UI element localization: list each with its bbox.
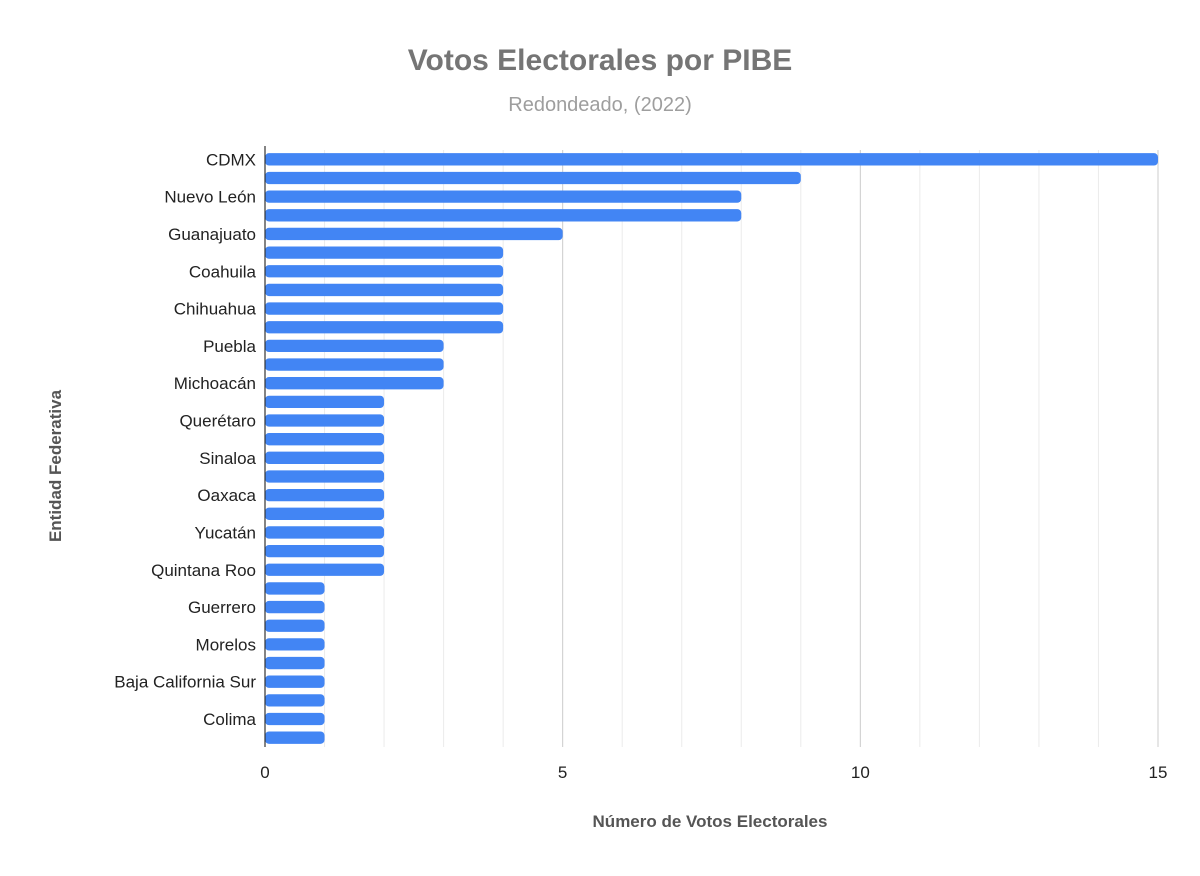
bar xyxy=(265,302,504,315)
category-label: Guanajuato xyxy=(168,225,256,244)
grid-lines xyxy=(324,150,1159,747)
bar xyxy=(265,563,385,576)
category-label: Querétaro xyxy=(179,412,256,431)
category-label: Puebla xyxy=(203,337,256,356)
category-label: CDMX xyxy=(206,150,256,169)
bar xyxy=(265,600,325,614)
bar xyxy=(265,227,563,241)
bar xyxy=(265,395,385,409)
x-tick-label: 15 xyxy=(1149,763,1168,782)
x-tick-labels: 0 5 10 15 xyxy=(260,763,1167,782)
chart-title: Votos Electorales por PIBE xyxy=(407,44,793,77)
bar xyxy=(265,246,504,259)
category-label: Sinaloa xyxy=(199,449,256,468)
bar xyxy=(265,638,325,651)
bar xyxy=(265,582,325,595)
x-tick-label: 0 xyxy=(260,763,269,782)
x-tick-label: 10 xyxy=(851,763,870,782)
category-label: Morelos xyxy=(196,635,256,654)
bar xyxy=(265,339,444,353)
bar xyxy=(265,656,325,670)
category-label: Oaxaca xyxy=(197,486,256,505)
bar xyxy=(265,358,444,371)
bar xyxy=(265,433,385,446)
bar xyxy=(265,153,1158,166)
bar xyxy=(265,283,504,297)
x-tick-label: 5 xyxy=(558,763,567,782)
category-labels: CDMX Nuevo León Guanajuato Coahuila Chihuahu… xyxy=(114,150,256,729)
category-label: Quintana Roo xyxy=(151,561,256,580)
bar xyxy=(265,321,504,334)
bar xyxy=(265,190,742,203)
category-label: Chihuahua xyxy=(174,300,257,319)
chart-subtitle: Redondeado, (2022) xyxy=(508,94,692,116)
bar xyxy=(265,507,385,520)
category-label: Michoacán xyxy=(174,374,256,393)
bar xyxy=(265,470,385,483)
bar xyxy=(265,451,385,464)
bar xyxy=(265,171,801,185)
category-label: Guerrero xyxy=(188,598,256,617)
bar xyxy=(265,209,742,222)
bar xyxy=(265,526,385,539)
category-label: Baja California Sur xyxy=(114,673,256,692)
bar xyxy=(265,265,504,278)
bar xyxy=(265,377,444,390)
bar xyxy=(265,619,325,632)
bar xyxy=(265,694,325,707)
bar xyxy=(265,731,325,744)
category-label: Coahuila xyxy=(189,262,257,281)
bar xyxy=(265,414,385,427)
category-label: Nuevo León xyxy=(164,188,256,207)
bar xyxy=(265,544,385,558)
category-label: Yucatán xyxy=(195,523,256,542)
bars xyxy=(265,153,1158,744)
bar xyxy=(265,675,325,688)
bar xyxy=(265,488,385,502)
y-axis-title: Entidad Federativa xyxy=(46,389,65,542)
bar xyxy=(265,712,325,726)
category-label: Colima xyxy=(203,710,256,729)
x-axis-title: Número de Votos Electorales xyxy=(593,812,828,831)
